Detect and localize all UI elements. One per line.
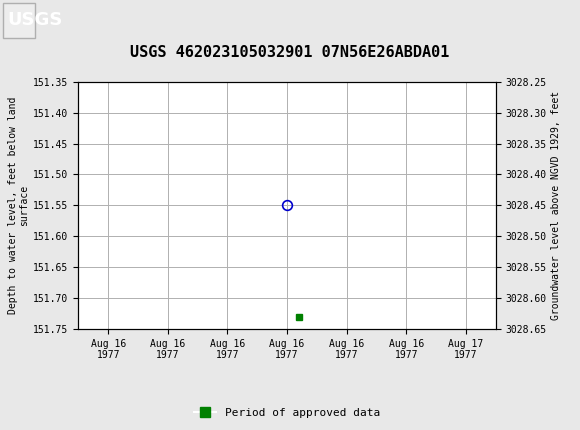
Text: USGS 462023105032901 07N56E26ABDA01: USGS 462023105032901 07N56E26ABDA01 (130, 45, 450, 60)
Legend: Period of approved data: Period of approved data (190, 404, 385, 423)
Y-axis label: Depth to water level, feet below land
surface: Depth to water level, feet below land su… (8, 97, 29, 314)
Text: USGS: USGS (7, 12, 62, 29)
Y-axis label: Groundwater level above NGVD 1929, feet: Groundwater level above NGVD 1929, feet (551, 91, 561, 320)
FancyBboxPatch shape (3, 3, 35, 37)
